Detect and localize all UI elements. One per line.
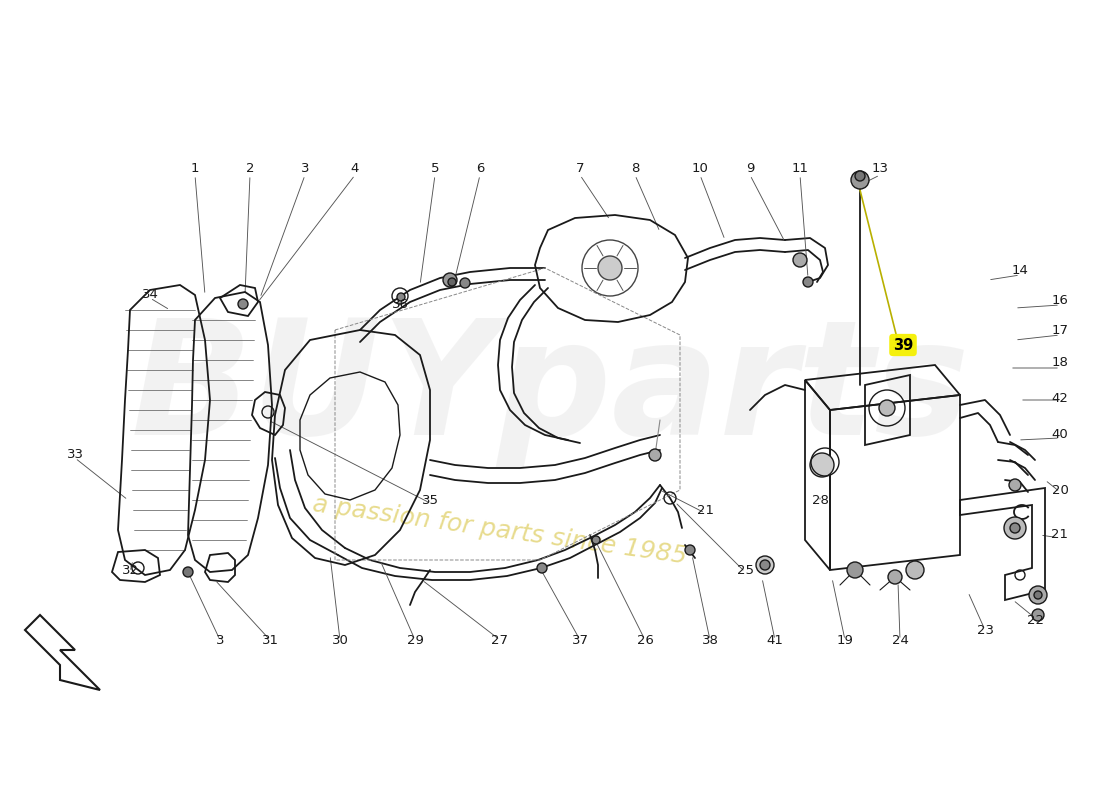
Text: 35: 35: [421, 494, 439, 506]
Text: 11: 11: [792, 162, 808, 174]
Text: 2: 2: [245, 162, 254, 174]
Circle shape: [793, 253, 807, 267]
Text: 36: 36: [392, 298, 408, 311]
Text: 38: 38: [702, 634, 718, 646]
Text: 25: 25: [737, 563, 754, 577]
Text: 19: 19: [837, 634, 854, 646]
Circle shape: [448, 278, 456, 286]
Text: 16: 16: [1052, 294, 1068, 306]
Text: 37: 37: [572, 634, 588, 646]
Circle shape: [460, 278, 470, 288]
Text: 28: 28: [812, 494, 828, 506]
Text: 33: 33: [66, 449, 84, 462]
Circle shape: [1010, 523, 1020, 533]
Text: 31: 31: [262, 634, 278, 646]
Text: 21: 21: [696, 503, 714, 517]
Text: 39: 39: [893, 338, 913, 353]
Text: 29: 29: [407, 634, 424, 646]
Text: 3: 3: [300, 162, 309, 174]
Text: 42: 42: [1052, 391, 1068, 405]
Circle shape: [1009, 479, 1021, 491]
Circle shape: [906, 561, 924, 579]
Text: 20: 20: [1052, 483, 1068, 497]
Circle shape: [879, 400, 895, 416]
Text: 18: 18: [1052, 355, 1068, 369]
Text: 5: 5: [431, 162, 439, 174]
Circle shape: [855, 171, 865, 181]
Circle shape: [443, 273, 456, 287]
Text: 24: 24: [892, 634, 909, 646]
Circle shape: [592, 536, 600, 544]
Circle shape: [1034, 591, 1042, 599]
Circle shape: [1028, 586, 1047, 604]
Circle shape: [1004, 517, 1026, 539]
Circle shape: [851, 171, 869, 189]
Text: 4: 4: [351, 162, 360, 174]
Text: 21: 21: [1052, 529, 1068, 542]
Circle shape: [847, 562, 864, 578]
Text: 41: 41: [767, 634, 783, 646]
Circle shape: [649, 449, 661, 461]
Circle shape: [803, 277, 813, 287]
Text: 7: 7: [575, 162, 584, 174]
Circle shape: [397, 293, 405, 301]
Text: a passion for parts since 1985: a passion for parts since 1985: [311, 492, 689, 568]
Circle shape: [598, 256, 622, 280]
Text: 34: 34: [142, 289, 158, 302]
Circle shape: [888, 570, 902, 584]
Text: 1: 1: [190, 162, 199, 174]
Text: 39: 39: [892, 338, 909, 351]
Text: 22: 22: [1026, 614, 1044, 626]
Circle shape: [685, 545, 695, 555]
Text: 23: 23: [977, 623, 993, 637]
Text: 17: 17: [1052, 323, 1068, 337]
Circle shape: [810, 453, 834, 477]
Text: 32: 32: [121, 563, 139, 577]
Text: 9: 9: [746, 162, 755, 174]
Text: 40: 40: [1052, 429, 1068, 442]
Circle shape: [183, 567, 192, 577]
Text: 14: 14: [1012, 263, 1028, 277]
Circle shape: [760, 560, 770, 570]
Text: 13: 13: [871, 162, 889, 174]
Text: 10: 10: [692, 162, 708, 174]
Text: 8: 8: [630, 162, 639, 174]
Circle shape: [238, 299, 248, 309]
Circle shape: [1032, 609, 1044, 621]
Text: 27: 27: [492, 634, 508, 646]
Text: 6: 6: [476, 162, 484, 174]
Text: 26: 26: [637, 634, 653, 646]
Circle shape: [756, 556, 774, 574]
Text: BUYparts: BUYparts: [130, 313, 970, 467]
Circle shape: [537, 563, 547, 573]
Text: 3: 3: [216, 634, 224, 646]
Text: 30: 30: [331, 634, 349, 646]
